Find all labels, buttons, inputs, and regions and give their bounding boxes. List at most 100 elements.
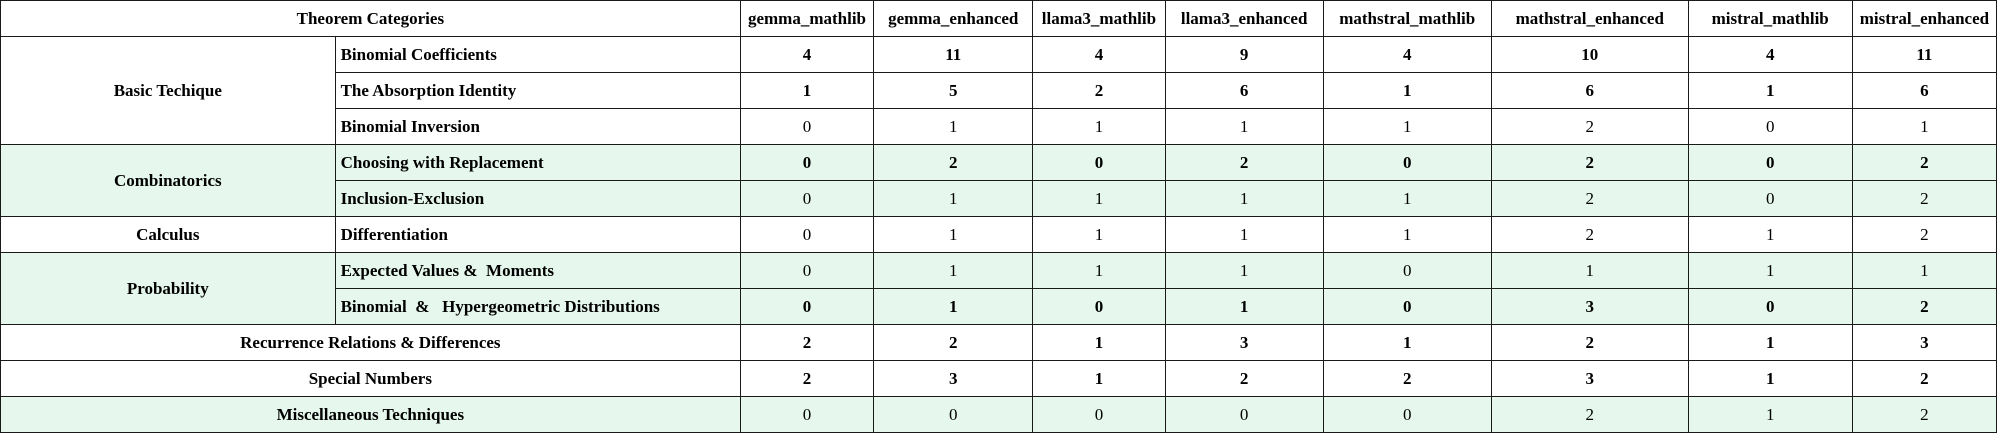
cell: 1 [1032, 216, 1166, 253]
cell: 1 [1032, 360, 1166, 397]
header-row: Theorem Categories gemma_mathlib gemma_e… [0, 0, 1997, 37]
row-label: Differentiation [334, 216, 741, 253]
cell: 1 [1490, 252, 1689, 289]
table-row: Combinatorics Choosing with Replacement … [0, 144, 1997, 217]
cell: 2 [873, 144, 1034, 181]
cell: 0 [1687, 288, 1853, 325]
row-label: Choosing with Replacement [334, 144, 741, 181]
cell: 1 [1851, 108, 1997, 145]
table-row: Binomial Inversion 0 1 1 1 1 2 0 1 [1, 108, 1997, 145]
group-basic-technique: Basic Techique [0, 36, 336, 145]
table-row: The Absorption Identity 1 5 2 6 1 6 1 6 [1, 72, 1997, 109]
row-label: Binomial & Hypergeometric Distributions [334, 288, 741, 325]
cell: 0 [1164, 396, 1324, 433]
cell: 0 [1032, 144, 1166, 181]
cell: 6 [1490, 72, 1689, 109]
group-special-numbers: Special Numbers [0, 360, 741, 397]
cell: 1 [1032, 252, 1166, 289]
table-row: Recurrence Relations & Differences 2 2 1… [0, 324, 1997, 361]
cell: 2 [1164, 144, 1324, 181]
cell: 11 [1851, 36, 1997, 73]
cell: 4 [1322, 36, 1492, 73]
cell: 1 [1322, 180, 1492, 217]
cell: 1 [873, 108, 1034, 145]
cell: 1 [1687, 216, 1853, 253]
group-miscellaneous-techniques: Miscellaneous Techniques [0, 396, 741, 433]
cell: 2 [1490, 324, 1689, 361]
cell: 3 [1490, 360, 1689, 397]
cell: 0 [873, 396, 1034, 433]
cell: 0 [1032, 396, 1166, 433]
cell: 1 [1164, 288, 1324, 325]
row-label: The Absorption Identity [334, 72, 741, 109]
cell: 2 [1490, 396, 1689, 433]
header-theorem-categories: Theorem Categories [0, 0, 741, 37]
cell: 11 [873, 36, 1034, 73]
cell: 2 [1851, 396, 1997, 433]
cell: 1 [1687, 252, 1853, 289]
cell: 1 [1032, 108, 1166, 145]
cell: 1 [1851, 252, 1997, 289]
cell: 1 [1032, 324, 1166, 361]
cell: 2 [1490, 216, 1689, 253]
group-probability: Probability [0, 252, 336, 325]
cell: 6 [1851, 72, 1997, 109]
cell: 1 [873, 180, 1034, 217]
group-calculus: Calculus [0, 216, 336, 253]
header-mistral-mathlib: mistral_mathlib [1687, 0, 1853, 37]
cell: 1 [1164, 216, 1324, 253]
cell: 0 [1322, 288, 1492, 325]
cell: 2 [1490, 144, 1689, 181]
cell: 0 [739, 180, 875, 217]
cell: 1 [739, 72, 875, 109]
header-llama3-enhanced: llama3_enhanced [1164, 0, 1324, 37]
header-mathstral-mathlib: mathstral_mathlib [1322, 0, 1492, 37]
table-row: Calculus Differentiation 0 1 1 1 1 2 1 2 [0, 216, 1997, 253]
header-llama3-mathlib: llama3_mathlib [1032, 0, 1166, 37]
cell: 0 [1687, 144, 1853, 181]
row-label: Inclusion-Exclusion [334, 180, 741, 217]
cell: 2 [1490, 180, 1689, 217]
cell: 6 [1164, 72, 1324, 109]
cell: 0 [739, 396, 875, 433]
table-row: Special Numbers 2 3 1 2 2 3 1 2 [0, 360, 1997, 397]
cell: 0 [739, 288, 875, 325]
cell: 0 [739, 144, 875, 181]
header-gemma-mathlib: gemma_mathlib [739, 0, 875, 37]
cell: 1 [873, 216, 1034, 253]
cell: 2 [1851, 360, 1997, 397]
table-row: Miscellaneous Techniques 0 0 0 0 0 2 1 2 [0, 396, 1997, 433]
cell: 2 [1851, 144, 1997, 181]
cell: 2 [1164, 360, 1324, 397]
cell: 1 [1032, 180, 1166, 217]
cell: 2 [1032, 72, 1166, 109]
cell: 1 [1164, 108, 1324, 145]
row-label: Expected Values & Moments [334, 252, 741, 289]
cell: 3 [1851, 324, 1997, 361]
cell: 3 [1164, 324, 1324, 361]
cell: 2 [1851, 216, 1997, 253]
cell: 5 [873, 72, 1034, 109]
cell: 4 [739, 36, 875, 73]
group-recurrence-relations: Recurrence Relations & Differences [0, 324, 741, 361]
cell: 1 [1164, 252, 1324, 289]
cell: 0 [739, 108, 875, 145]
cell: 3 [873, 360, 1034, 397]
cell: 0 [739, 252, 875, 289]
cell: 1 [1687, 396, 1853, 433]
cell: 2 [1490, 108, 1689, 145]
table-row: Probability Expected Values & Moments 0 … [0, 252, 1997, 325]
cell: 1 [873, 288, 1034, 325]
cell: 2 [739, 324, 875, 361]
table-row: Basic Techique Binomial Coefficients 4 1… [0, 36, 1997, 145]
table-row: Inclusion-Exclusion 0 1 1 1 1 2 0 2 [1, 180, 1997, 217]
row-label: Binomial Inversion [334, 108, 741, 145]
cell: 1 [1322, 108, 1492, 145]
cell: 1 [1687, 72, 1853, 109]
cell: 2 [873, 324, 1034, 361]
cell: 1 [1322, 324, 1492, 361]
group-combinatorics: Combinatorics [0, 144, 336, 217]
cell: 0 [1322, 144, 1492, 181]
cell: 0 [1322, 252, 1492, 289]
